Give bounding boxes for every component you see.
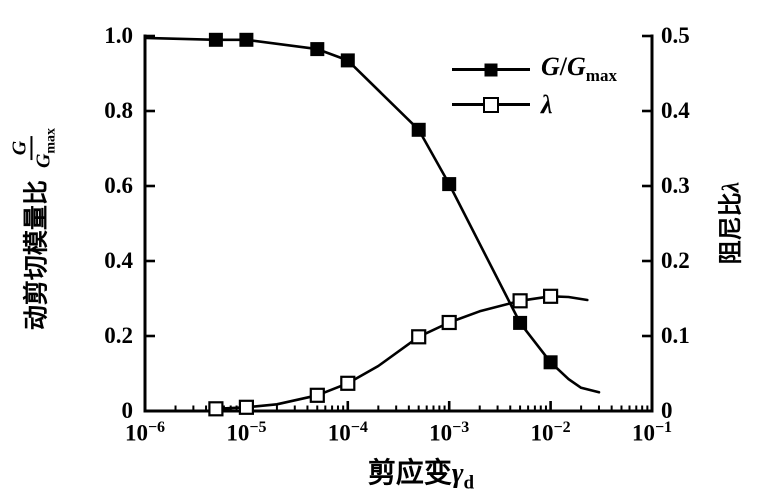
g-gmax-marker [543,355,558,370]
y-left-tick-label: 0 [121,398,134,423]
filled-square-marker-icon [484,63,498,76]
g-gmax-fraction: G Gmax [8,128,59,168]
legend-label-g-gmax: G/Gmax [541,52,617,86]
lambda-curve [214,294,589,411]
gamma-symbol: γ [451,458,464,489]
x-tick-label: 10−1 [631,419,673,446]
y-left-tick-label: 0.4 [104,248,133,273]
y-right-title-text: 阻尼比 [718,192,745,265]
x-axis-title: 剪应变γd [368,451,474,495]
y-right-tick-label: 0.1 [661,323,690,348]
lambda-marker [340,375,356,391]
y-axis-right-title: 阻尼比λ [711,182,746,265]
fraction-denominator: Gmax [32,127,59,169]
lambda-marker [441,314,457,331]
y-left-tick-label: 0.2 [104,323,133,348]
x-tick-label: 10−6 [124,419,166,446]
y-left-tick-label: 0.6 [104,173,133,198]
lambda-marker [512,293,528,309]
legend: G/Gmax λ [452,52,617,122]
y-left-tick-label: 0.8 [104,98,133,123]
lambda-marker [309,387,325,403]
y-left-title-text: 动剪切模量比 [23,180,50,331]
lambda-marker [238,399,254,415]
y-left-tick-label: 1.0 [104,23,133,48]
g-gmax-marker [208,32,223,47]
legend-label-lambda: λ [541,89,553,119]
y-axis-left-title: 动剪切模量比 G Gmax [8,128,59,330]
x-title-text: 剪应变 [367,458,452,489]
y-right-tick-label: 0.2 [661,248,690,273]
lambda-marker [208,401,224,417]
lambda-marker [411,329,427,345]
g-gmax-marker [411,122,426,137]
legend-line-sample-lambda [452,96,530,113]
open-square-marker-icon [483,96,499,113]
lambda-marker [542,288,559,304]
g-gmax-marker [513,315,528,330]
legend-item-lambda: λ [452,87,617,122]
g-gmax-marker [340,53,355,68]
legend-line-sample-g [452,63,530,76]
y-right-tick-label: 0.5 [661,23,690,48]
g-gmax-marker [442,177,457,192]
lambda-symbol: λ [718,181,745,193]
y-right-tick-label: 0.3 [661,173,690,198]
legend-item-g-gmax: G/Gmax [452,52,617,87]
x-tick-label: 10−5 [226,419,267,446]
y-right-tick-label: 0 [661,398,673,423]
y-right-tick-label: 0.4 [661,98,690,123]
g-gmax-marker [310,42,325,57]
x-tick-label: 10−3 [429,419,470,446]
x-tick-label: 10−4 [327,419,368,446]
gamma-subscript: d [463,472,475,494]
x-tick-label: 10−2 [530,419,571,446]
fraction-numerator: G [8,135,33,161]
g-gmax-marker [239,32,254,47]
